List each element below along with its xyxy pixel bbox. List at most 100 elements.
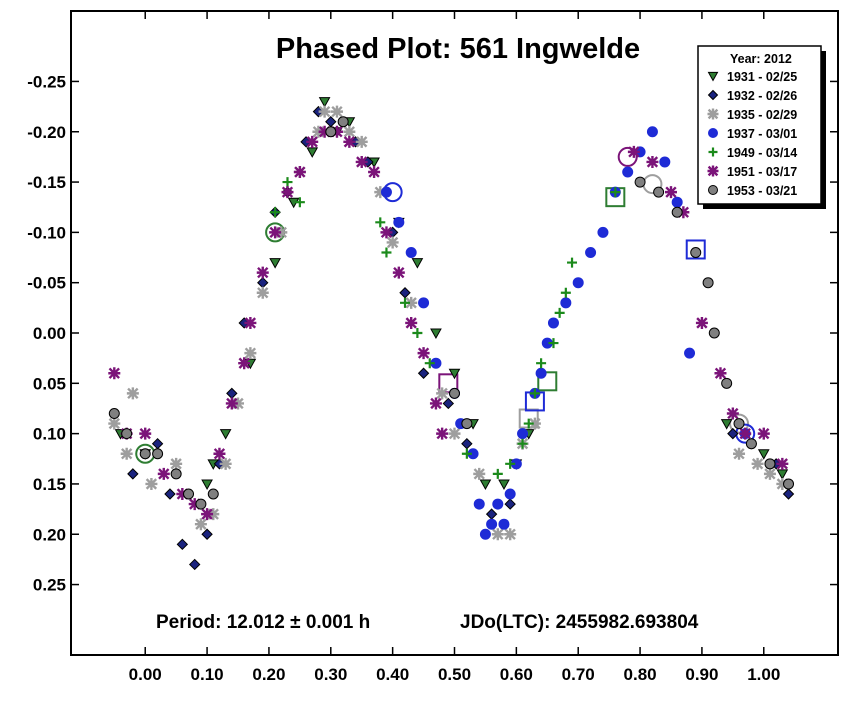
data-point-series-3	[232, 397, 245, 410]
data-point-series-3	[504, 528, 517, 541]
legend-title: Year: 2012	[730, 52, 792, 66]
data-point-series-4	[646, 126, 658, 138]
data-point-series-4	[473, 498, 485, 510]
x-tick-label: 0.20	[252, 665, 285, 684]
x-tick-label: 0.30	[314, 665, 347, 684]
data-point-series-5	[381, 247, 392, 258]
data-point-series-4	[418, 297, 430, 309]
data-point-series-3	[256, 286, 269, 299]
data-point-series-3	[405, 296, 418, 309]
data-point-series-6	[281, 186, 294, 199]
data-point-series-5	[424, 358, 435, 369]
data-point-series-6	[436, 427, 449, 440]
data-point-series-3	[194, 518, 207, 531]
reference-circle	[617, 146, 638, 167]
data-point-series-4	[622, 166, 634, 178]
data-point-series-5	[505, 458, 516, 469]
legend-label: 1931 - 02/25	[727, 70, 797, 84]
data-point-series-7	[745, 438, 757, 450]
reference-circle	[729, 413, 750, 434]
data-point-series-1	[448, 368, 461, 380]
legend-entries: 1931 - 02/25 1932 - 02/26 1935 - 02/29 1937…	[707, 70, 797, 198]
data-point-series-7	[108, 408, 120, 419]
data-point-series-6	[343, 135, 356, 148]
data-point-series-6	[293, 166, 306, 178]
data-point-series-7	[671, 206, 683, 218]
data-point-series-6	[330, 125, 343, 138]
data-point-series-6	[188, 498, 201, 511]
data-point-series-4	[380, 186, 392, 198]
legend-marker-7	[708, 185, 718, 195]
legend-marker-1	[707, 71, 719, 82]
data-point-series-7	[783, 478, 795, 490]
data-point-series-6	[157, 467, 170, 480]
data-point-series-7	[325, 126, 337, 138]
y-tick-label: 0.15	[33, 475, 66, 494]
data-point-series-4	[597, 226, 609, 238]
chart-title: Phased Plot: 561 Ingwelde	[276, 33, 640, 65]
legend-box	[697, 45, 822, 205]
data-point-series-1	[306, 147, 319, 158]
legend-marker-2	[707, 89, 719, 101]
data-point-series-3	[776, 477, 789, 490]
data-point-series-6	[201, 508, 214, 521]
data-point-series-6	[355, 155, 368, 168]
data-point-series-5	[412, 328, 423, 338]
data-point-series-5	[375, 217, 386, 228]
data-point-series-4	[479, 528, 491, 540]
data-point-series-4	[585, 247, 597, 258]
reference-square	[537, 371, 558, 392]
data-point-series-3	[448, 427, 461, 440]
data-point-series-4	[572, 277, 584, 289]
data-point-series-5	[567, 257, 578, 268]
data-point-series-3	[763, 467, 776, 480]
data-point-series-6	[256, 266, 269, 279]
data-point-series-7	[449, 387, 460, 399]
data-point-series-3	[386, 236, 399, 249]
data-point-series-2	[417, 367, 430, 379]
data-point-series-2	[504, 498, 516, 510]
data-point-series-5	[548, 338, 559, 349]
data-point-series-2	[189, 558, 201, 571]
data-point-series-5	[492, 468, 503, 479]
data-point-series-6	[757, 427, 770, 440]
data-point-series-2	[164, 488, 176, 500]
data-point-series-7	[733, 418, 745, 430]
data-point-series-4	[517, 428, 529, 440]
data-point-series-3	[733, 447, 746, 460]
data-point-series-7	[207, 488, 219, 500]
y-tick-label: -0.25	[27, 72, 66, 91]
data-point-series-3	[318, 105, 331, 118]
y-tick-label: -0.15	[27, 173, 66, 192]
data-point-series-1	[430, 328, 442, 340]
x-tick-label: 0.60	[500, 665, 533, 684]
x-tick-label: 0.10	[191, 665, 224, 684]
data-point-series-4	[504, 488, 516, 500]
data-point-series-3	[355, 135, 368, 148]
data-point-series-6	[392, 266, 405, 279]
data-point-series-7	[653, 186, 665, 198]
data-point-series-5	[554, 307, 565, 318]
x-tick-label: 1.00	[747, 665, 780, 684]
legend-marker-5	[708, 147, 718, 157]
data-point-series-4	[535, 367, 547, 379]
data-point-series-3	[219, 457, 232, 470]
reference-square	[438, 373, 459, 394]
data-point-series-5	[461, 448, 472, 459]
reference-markers	[135, 146, 756, 464]
legend-marker-3	[707, 108, 719, 120]
data-point-series-5	[560, 287, 571, 298]
data-point-series-6	[176, 488, 189, 500]
reference-square	[685, 239, 706, 260]
data-point-series-6	[225, 397, 238, 410]
data-point-series-6	[646, 155, 659, 168]
data-point-series-7	[121, 428, 133, 440]
data-point-series-3	[275, 226, 288, 239]
y-tick-label: -0.20	[27, 123, 66, 142]
data-point-series-3	[374, 186, 387, 199]
x-tick-label: 0.50	[438, 665, 471, 684]
data-point-series-5	[536, 358, 547, 369]
data-point-series-1	[318, 97, 331, 108]
epoch-annotation: JDo(LTC): 2455982.693804	[460, 612, 699, 633]
